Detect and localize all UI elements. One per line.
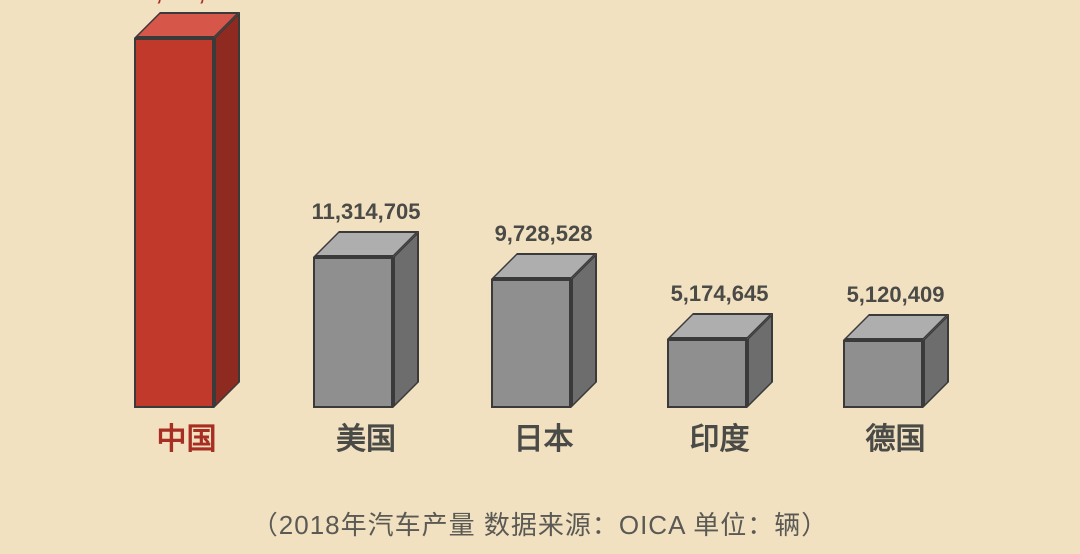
bar-x-label: 日本 [514, 414, 574, 458]
bar-3d [313, 231, 419, 408]
bar-value-label: 27,809,196 [131, 0, 241, 6]
bar-3d [134, 12, 240, 408]
bar-3d [667, 313, 773, 408]
bar-slot: 5,174,645 印度 [667, 281, 773, 458]
bar-value-label: 5,120,409 [847, 282, 945, 308]
bar-slot: 11,314,705 美国 [312, 199, 421, 458]
bar-value-label: 9,728,528 [495, 221, 593, 247]
bar-x-label: 中国 [157, 414, 217, 458]
bars-container: 27,809,196中国11,314,705美国9,728,528日本5,174… [0, 28, 1080, 458]
bar-value-label: 11,314,705 [312, 199, 421, 225]
bar-x-label: 印度 [690, 414, 750, 458]
bar-3d [843, 314, 949, 408]
bar-x-label: 美国 [336, 414, 396, 458]
bar-slot: 27,809,196 中国 [131, 0, 241, 458]
bar-slot: 9,728,528 日本 [491, 221, 597, 458]
chart-stage: 27,809,196 中国 11,314,705 美国 9,728,528 日本 5,174… [0, 0, 1080, 554]
bar-3d [491, 253, 597, 408]
chart-caption: （2018年汽车产量 数据来源：OICA 单位：辆） [0, 505, 1080, 542]
bar-value-label: 5,174,645 [671, 281, 769, 307]
bar-slot: 5,120,409 德国 [843, 282, 949, 458]
bar-x-label: 德国 [866, 414, 926, 458]
